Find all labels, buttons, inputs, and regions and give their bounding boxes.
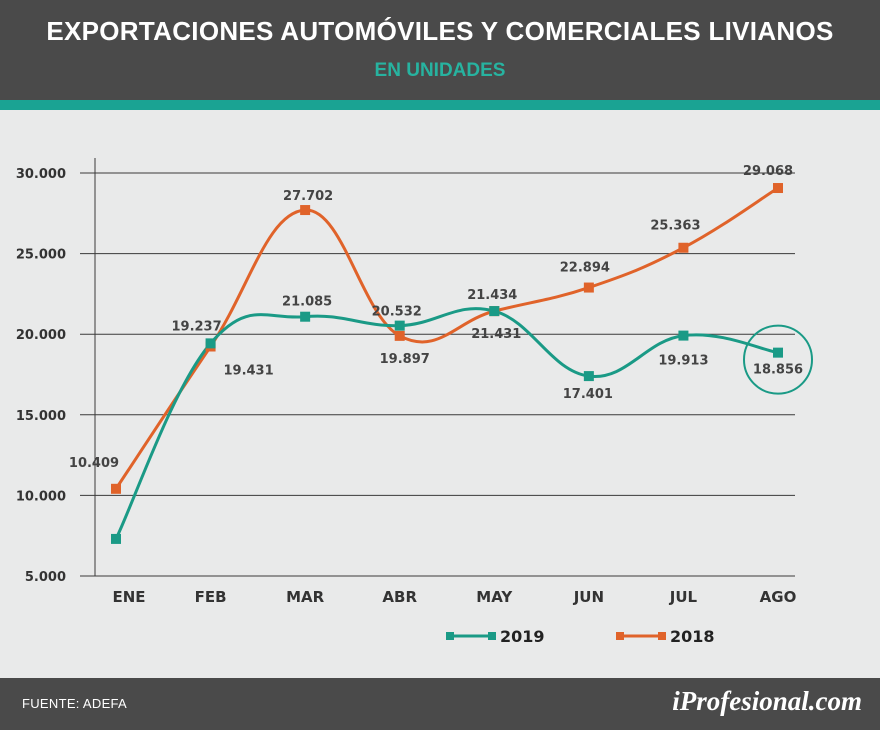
data-label-2019-mar: 21.085: [282, 295, 332, 310]
legend-label-2019: 2019: [500, 627, 545, 646]
legend-label-2018: 2018: [670, 627, 715, 646]
data-label-2019-may: 21.434: [467, 288, 517, 303]
x-tick-label: MAY: [476, 588, 513, 606]
axes: [80, 158, 795, 577]
marker-2018-ene: [111, 483, 121, 494]
x-tick-label: ENE: [112, 588, 145, 606]
data-label-2018-abr: 19.897: [380, 352, 430, 367]
y-tick-label: 15.000: [16, 409, 66, 424]
x-tick-label: JUN: [573, 588, 604, 606]
marker-2018-jun: [583, 282, 594, 293]
y-tick-label: 5.000: [25, 570, 66, 585]
marker-2019-abr: [394, 320, 405, 331]
data-label-2018-ago: 29.068: [743, 164, 793, 179]
data-label-2019-ago: 18.856: [753, 363, 803, 378]
marker-2019-ago: [773, 347, 783, 358]
chart-title: EXPORTACIONES AUTOMÓVILES Y COMERCIALES …: [46, 16, 834, 46]
line-chart: 5.000 10.000 15.000 20.000 25.000 30.000 ENE F…: [16, 158, 813, 646]
header-accent-bar: [0, 100, 880, 110]
header: EXPORTACIONES AUTOMÓVILES Y COMERCIALES …: [0, 0, 880, 100]
marker-2019-jun: [583, 371, 594, 382]
marker-2018-abr: [394, 330, 405, 341]
data-label-2019-jul: 19.913: [658, 354, 708, 369]
legend-marker-2019: [446, 632, 454, 640]
legend-marker-2019: [488, 632, 496, 640]
source-note: FUENTE: ADEFA: [22, 696, 128, 711]
y-tick-label: 30.000: [16, 167, 66, 182]
data-label-2018-may: 21.431: [471, 327, 521, 342]
highlight-circle: [743, 324, 813, 395]
x-tick-labels: ENE FEB MAR ABR MAY JUN JUL AGO: [112, 588, 796, 606]
data-label-2018-feb: 19.237: [171, 319, 221, 334]
marker-2019-jul: [678, 330, 689, 341]
y-tick-labels: 5.000 10.000 15.000 20.000 25.000 30.000: [16, 167, 66, 585]
data-label-2018-ene: 10.409: [69, 456, 119, 471]
marker-2018-mar: [300, 205, 311, 216]
data-label-2018-mar: 27.702: [283, 189, 333, 204]
y-tick-label: 25.000: [16, 248, 66, 263]
data-label-2018-jul: 25.363: [650, 219, 700, 234]
marker-2019-feb: [205, 338, 216, 349]
data-label-2019-abr: 20.532: [372, 305, 422, 320]
gridlines: [80, 172, 795, 496]
data-labels: 10.409 19.237 27.702 19.897 21.431 22.894 25.3…: [69, 164, 803, 471]
series-markers: [111, 183, 783, 544]
y-tick-label: 20.000: [16, 328, 66, 343]
x-tick-label: FEB: [195, 588, 227, 606]
marker-2019-ene: [111, 533, 121, 544]
legend-marker-2018: [658, 632, 666, 640]
data-label-2018-jun: 22.894: [560, 261, 610, 276]
brand-logo: iProfesional.com: [672, 686, 862, 716]
x-tick-label: JUL: [669, 588, 698, 606]
y-tick-label: 10.000: [16, 489, 66, 504]
marker-2019-may: [489, 306, 500, 317]
data-label-2019-feb: 19.431: [223, 363, 273, 378]
legend: 2019 2018: [446, 627, 715, 646]
x-tick-label: MAR: [286, 588, 325, 606]
x-tick-label: ABR: [382, 588, 417, 606]
x-tick-label: AGO: [760, 588, 797, 606]
marker-2019-mar: [300, 311, 311, 322]
marker-2018-ago: [773, 183, 783, 194]
chart-subtitle: EN UNIDADES: [374, 60, 506, 81]
legend-marker-2018: [616, 632, 624, 640]
data-label-2019-jun: 17.401: [563, 387, 613, 402]
footer: FUENTE: ADEFA iProfesional.com: [0, 678, 880, 730]
marker-2018-jul: [678, 242, 689, 253]
